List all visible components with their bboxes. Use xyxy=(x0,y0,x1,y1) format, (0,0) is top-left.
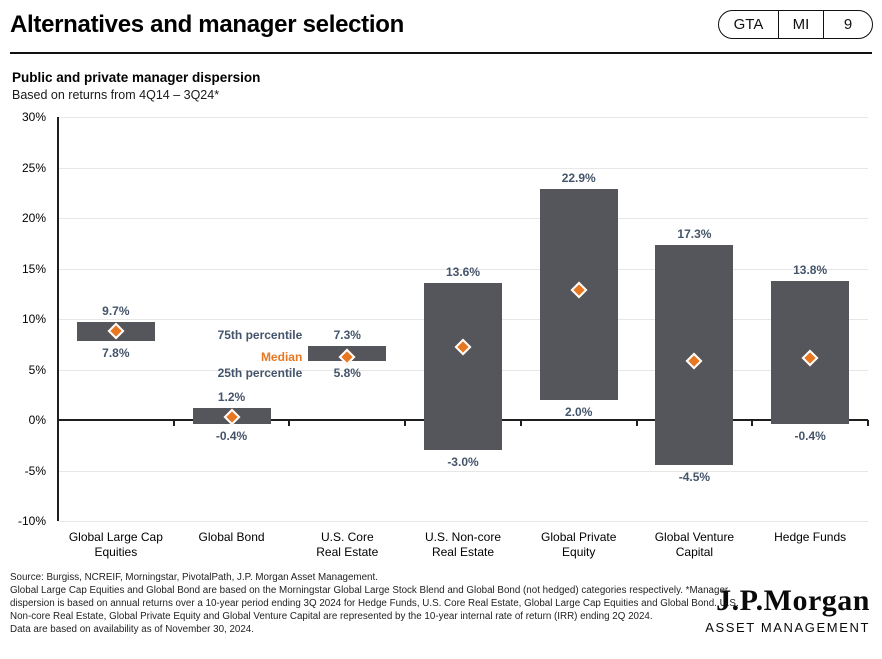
y-tick-label: 0% xyxy=(28,413,46,427)
jpmorgan-logo: J.P.Morgan ASSET MANAGEMENT xyxy=(705,584,870,635)
range-bar xyxy=(424,282,502,451)
badge-page-number: 9 xyxy=(823,11,872,38)
gridline xyxy=(58,470,868,472)
x-axis-category-label: Global Venture Capital xyxy=(654,530,735,559)
zero-axis-tick xyxy=(867,420,869,426)
value-label-bottom: 7.8% xyxy=(102,346,130,361)
legend-75th-percentile-label: 75th percentile xyxy=(217,328,303,343)
y-tick-label: 20% xyxy=(21,211,46,225)
source-note: Source: Burgiss, NCREIF, Morningstar, Pi… xyxy=(10,572,378,583)
value-label-top: 1.2% xyxy=(217,389,246,404)
chart-title: Public and private manager dispersion xyxy=(12,70,261,85)
y-axis-labels: 30% 25% 20% 15% 10% 5% 0% -5% -10% xyxy=(0,110,52,528)
legend-25th-percentile-label: 25th percentile xyxy=(217,366,303,381)
zero-axis-tick xyxy=(172,420,175,426)
zero-axis-tick xyxy=(404,420,407,426)
y-axis-line xyxy=(57,117,59,521)
value-label-top: 9.7% xyxy=(102,304,130,319)
y-tick-label: 5% xyxy=(28,362,46,377)
y-tick-label: 25% xyxy=(21,160,46,175)
gridline xyxy=(58,521,868,522)
value-label-bottom: -4.5% xyxy=(678,470,711,485)
page-title: Alternatives and manager selection xyxy=(10,11,404,38)
x-axis-category-label: Global Bond xyxy=(198,530,265,544)
gridline xyxy=(58,218,868,219)
plot-area: 9.7% 7.8% 1.2% -0.4% 7.3% 5.8% 13.6% -3.0% 22.9%… xyxy=(57,117,869,522)
value-label-bottom: -3.0% xyxy=(447,455,479,470)
zero-axis-tick xyxy=(635,420,638,426)
logo-subtitle: ASSET MANAGEMENT xyxy=(705,620,870,635)
header-divider xyxy=(10,52,872,54)
zero-axis-tick xyxy=(288,420,291,426)
x-axis-category-label: U.S. Non-core Real Estate xyxy=(424,530,502,559)
value-label-bottom: 2.0% xyxy=(565,404,593,419)
zero-axis-tick xyxy=(519,420,522,426)
value-label-top: 22.9% xyxy=(561,170,596,185)
zero-axis-tick xyxy=(751,420,754,426)
badge-gta: GTA xyxy=(733,16,764,33)
gridline xyxy=(58,167,868,169)
value-label-top: 13.6% xyxy=(445,264,481,279)
value-label-top: 13.8% xyxy=(793,262,828,277)
y-tick-label: -10% xyxy=(17,514,46,528)
x-axis-labels: Global Large Cap Equities Global Bond U.S.… xyxy=(58,530,868,570)
x-axis-category-label: U.S. Core Real Estate xyxy=(316,530,379,559)
gridline xyxy=(58,268,868,270)
x-axis-category-label: Global Large Cap Equities xyxy=(68,530,163,559)
y-tick-label: 15% xyxy=(21,261,46,276)
legend-median-label: Median xyxy=(260,350,303,365)
value-label-top: 7.3% xyxy=(333,328,361,343)
availability-note: Data are based on availability as of Nov… xyxy=(10,624,254,635)
footnotes: Source: Burgiss, NCREIF, Morningstar, Pi… xyxy=(10,571,740,636)
y-tick-label: -5% xyxy=(24,463,46,478)
value-label-top: 17.3% xyxy=(677,227,712,242)
badge-mi: MI xyxy=(778,11,823,38)
value-label-bottom: -0.4% xyxy=(794,429,826,444)
value-label-bottom: -0.4% xyxy=(215,429,248,444)
x-axis-category-label: Global Private Equity xyxy=(541,530,617,559)
logo-wordmark: J.P.Morgan xyxy=(716,584,870,617)
disclosure-note: Global Large Cap Equities and Global Bon… xyxy=(10,585,739,622)
y-tick-label: 30% xyxy=(21,110,46,124)
page-badge: GTA MI 9 xyxy=(718,10,873,39)
gridline xyxy=(58,117,868,118)
value-label-bottom: 5.8% xyxy=(333,366,361,381)
chart-subtitle: Based on returns from 4Q14 – 3Q24* xyxy=(12,88,220,102)
y-tick-label: 10% xyxy=(21,312,46,326)
x-axis-category-label: Hedge Funds xyxy=(774,530,847,544)
